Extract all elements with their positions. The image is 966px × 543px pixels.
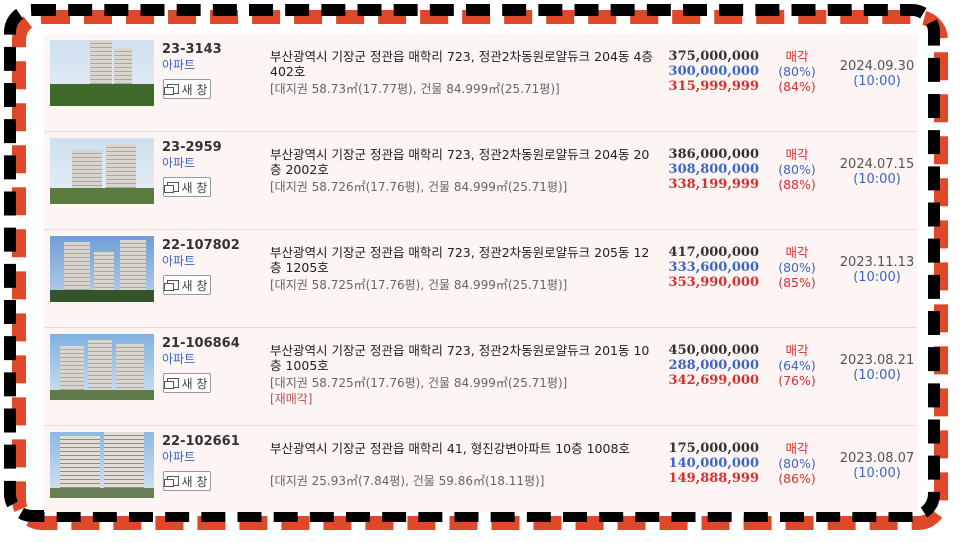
property-area: [대지권 58.73㎡(17.77평), 건물 84.999㎡(25.71평)] xyxy=(270,82,560,96)
case-number[interactable]: 23-3143 xyxy=(162,42,222,57)
sale-time: (10:00) xyxy=(853,74,901,89)
property-type: 아파트 xyxy=(162,156,196,170)
case-number[interactable]: 22-102661 xyxy=(162,434,240,449)
minimum-ratio: (80%) xyxy=(778,162,816,177)
new-window-button[interactable]: 새 창 xyxy=(163,373,211,393)
appraisal-price: 175,000,000 xyxy=(668,441,759,456)
auction-result-list: 23-3143 아파트 새 창 부산광역시 기장군 정관읍 매학리 723, 정… xyxy=(44,34,917,512)
sale-date: 2024.09.30 xyxy=(839,59,915,74)
property-address[interactable]: 부산광역시 기장군 정관읍 매학리 723, 정관2차동원로얄듀크 204동 4… xyxy=(270,49,653,79)
sale-ratio: (88%) xyxy=(778,177,816,192)
appraisal-price: 386,000,000 xyxy=(668,147,759,162)
property-address[interactable]: 부산광역시 기장군 정관읍 매학리 723, 정관2차동원로얄듀크 201동 1… xyxy=(270,343,650,373)
status-badge: 매각 xyxy=(785,441,809,456)
minimum-ratio: (80%) xyxy=(778,64,816,79)
new-window-icon xyxy=(163,378,179,389)
new-window-button[interactable]: 새 창 xyxy=(163,79,211,99)
sale-price: 342,699,000 xyxy=(668,373,759,388)
property-area: [대지권 25.93㎡(7.84평), 건물 59.86㎡(18.11평)] xyxy=(270,474,545,488)
minimum-ratio: (80%) xyxy=(778,260,816,275)
resale-note: [재매각] xyxy=(270,392,313,406)
sale-price: 315,999,999 xyxy=(668,79,759,94)
minimum-ratio: (80%) xyxy=(778,456,816,471)
status-badge: 매각 xyxy=(785,245,809,260)
property-type: 아파트 xyxy=(162,450,196,464)
appraisal-price: 450,000,000 xyxy=(668,343,759,358)
sale-time: (10:00) xyxy=(853,466,901,481)
new-window-icon xyxy=(163,84,179,95)
minimum-ratio: (64%) xyxy=(778,358,816,373)
case-number[interactable]: 21-106864 xyxy=(162,336,240,351)
sale-price: 338,199,999 xyxy=(668,177,759,192)
black-dashed-frame xyxy=(4,4,940,522)
property-photo[interactable] xyxy=(50,334,154,400)
case-number[interactable]: 23-2959 xyxy=(162,140,222,155)
property-type: 아파트 xyxy=(162,352,196,366)
new-window-icon xyxy=(163,476,179,487)
sale-price: 353,990,000 xyxy=(668,275,759,290)
sale-time: (10:00) xyxy=(853,270,901,285)
minimum-price: 300,000,000 xyxy=(668,64,759,79)
sale-ratio: (85%) xyxy=(778,275,816,290)
sale-date: 2024.07.15 xyxy=(839,157,915,172)
property-address[interactable]: 부산광역시 기장군 정관읍 매학리 41, 형진강변아파트 10층 1008호 xyxy=(270,441,630,456)
property-address[interactable]: 부산광역시 기장군 정관읍 매학리 723, 정관2차동원로얄듀크 204동 2… xyxy=(270,147,650,177)
status-badge: 매각 xyxy=(785,49,809,64)
appraisal-price: 375,000,000 xyxy=(668,49,759,64)
new-window-icon xyxy=(163,280,179,291)
property-area: [대지권 58.725㎡(17.76평), 건물 84.999㎡(25.71평)… xyxy=(270,278,568,292)
new-window-icon xyxy=(163,182,179,193)
minimum-price: 308,800,000 xyxy=(668,162,759,177)
sale-date: 2023.11.13 xyxy=(839,255,915,270)
property-type: 아파트 xyxy=(162,58,196,72)
sale-date: 2023.08.07 xyxy=(839,451,915,466)
property-photo[interactable] xyxy=(50,40,154,106)
property-area: [대지권 58.725㎡(17.76평), 건물 84.999㎡(25.71평)… xyxy=(270,376,568,390)
sale-time: (10:00) xyxy=(853,172,901,187)
sale-date: 2023.08.21 xyxy=(839,353,915,368)
sale-ratio: (76%) xyxy=(778,373,816,388)
status-badge: 매각 xyxy=(785,343,809,358)
property-photo[interactable] xyxy=(50,236,154,302)
new-window-button[interactable]: 새 창 xyxy=(163,471,211,491)
new-window-button[interactable]: 새 창 xyxy=(163,275,211,295)
sale-ratio: (86%) xyxy=(778,471,816,486)
property-photo[interactable] xyxy=(50,138,154,204)
case-number[interactable]: 22-107802 xyxy=(162,238,240,253)
minimum-price: 288,000,000 xyxy=(668,358,759,373)
sale-time: (10:00) xyxy=(853,368,901,383)
property-photo[interactable] xyxy=(50,432,154,498)
list-item[interactable]: 23-3143 아파트 새 창 부산광역시 기장군 정관읍 매학리 723, 정… xyxy=(44,34,917,132)
minimum-price: 333,600,000 xyxy=(668,260,759,275)
property-address[interactable]: 부산광역시 기장군 정관읍 매학리 723, 정관2차동원로얄듀크 205동 1… xyxy=(270,245,650,275)
status-badge: 매각 xyxy=(785,147,809,162)
list-item[interactable]: 21-106864 아파트 새 창 부산광역시 기장군 정관읍 매학리 723,… xyxy=(44,328,917,426)
sale-ratio: (84%) xyxy=(778,79,816,94)
sale-price: 149,888,999 xyxy=(668,471,759,486)
new-window-button[interactable]: 새 창 xyxy=(163,177,211,197)
list-item[interactable]: 22-107802 아파트 새 창 부산광역시 기장군 정관읍 매학리 723,… xyxy=(44,230,917,328)
list-item[interactable]: 22-102661 아파트 새 창 부산광역시 기장군 정관읍 매학리 41, … xyxy=(44,426,917,524)
property-area: [대지권 58.726㎡(17.76평), 건물 84.999㎡(25.71평)… xyxy=(270,180,568,194)
minimum-price: 140,000,000 xyxy=(668,456,759,471)
property-type: 아파트 xyxy=(162,254,196,268)
appraisal-price: 417,000,000 xyxy=(668,245,759,260)
list-item[interactable]: 23-2959 아파트 새 창 부산광역시 기장군 정관읍 매학리 723, 정… xyxy=(44,132,917,230)
